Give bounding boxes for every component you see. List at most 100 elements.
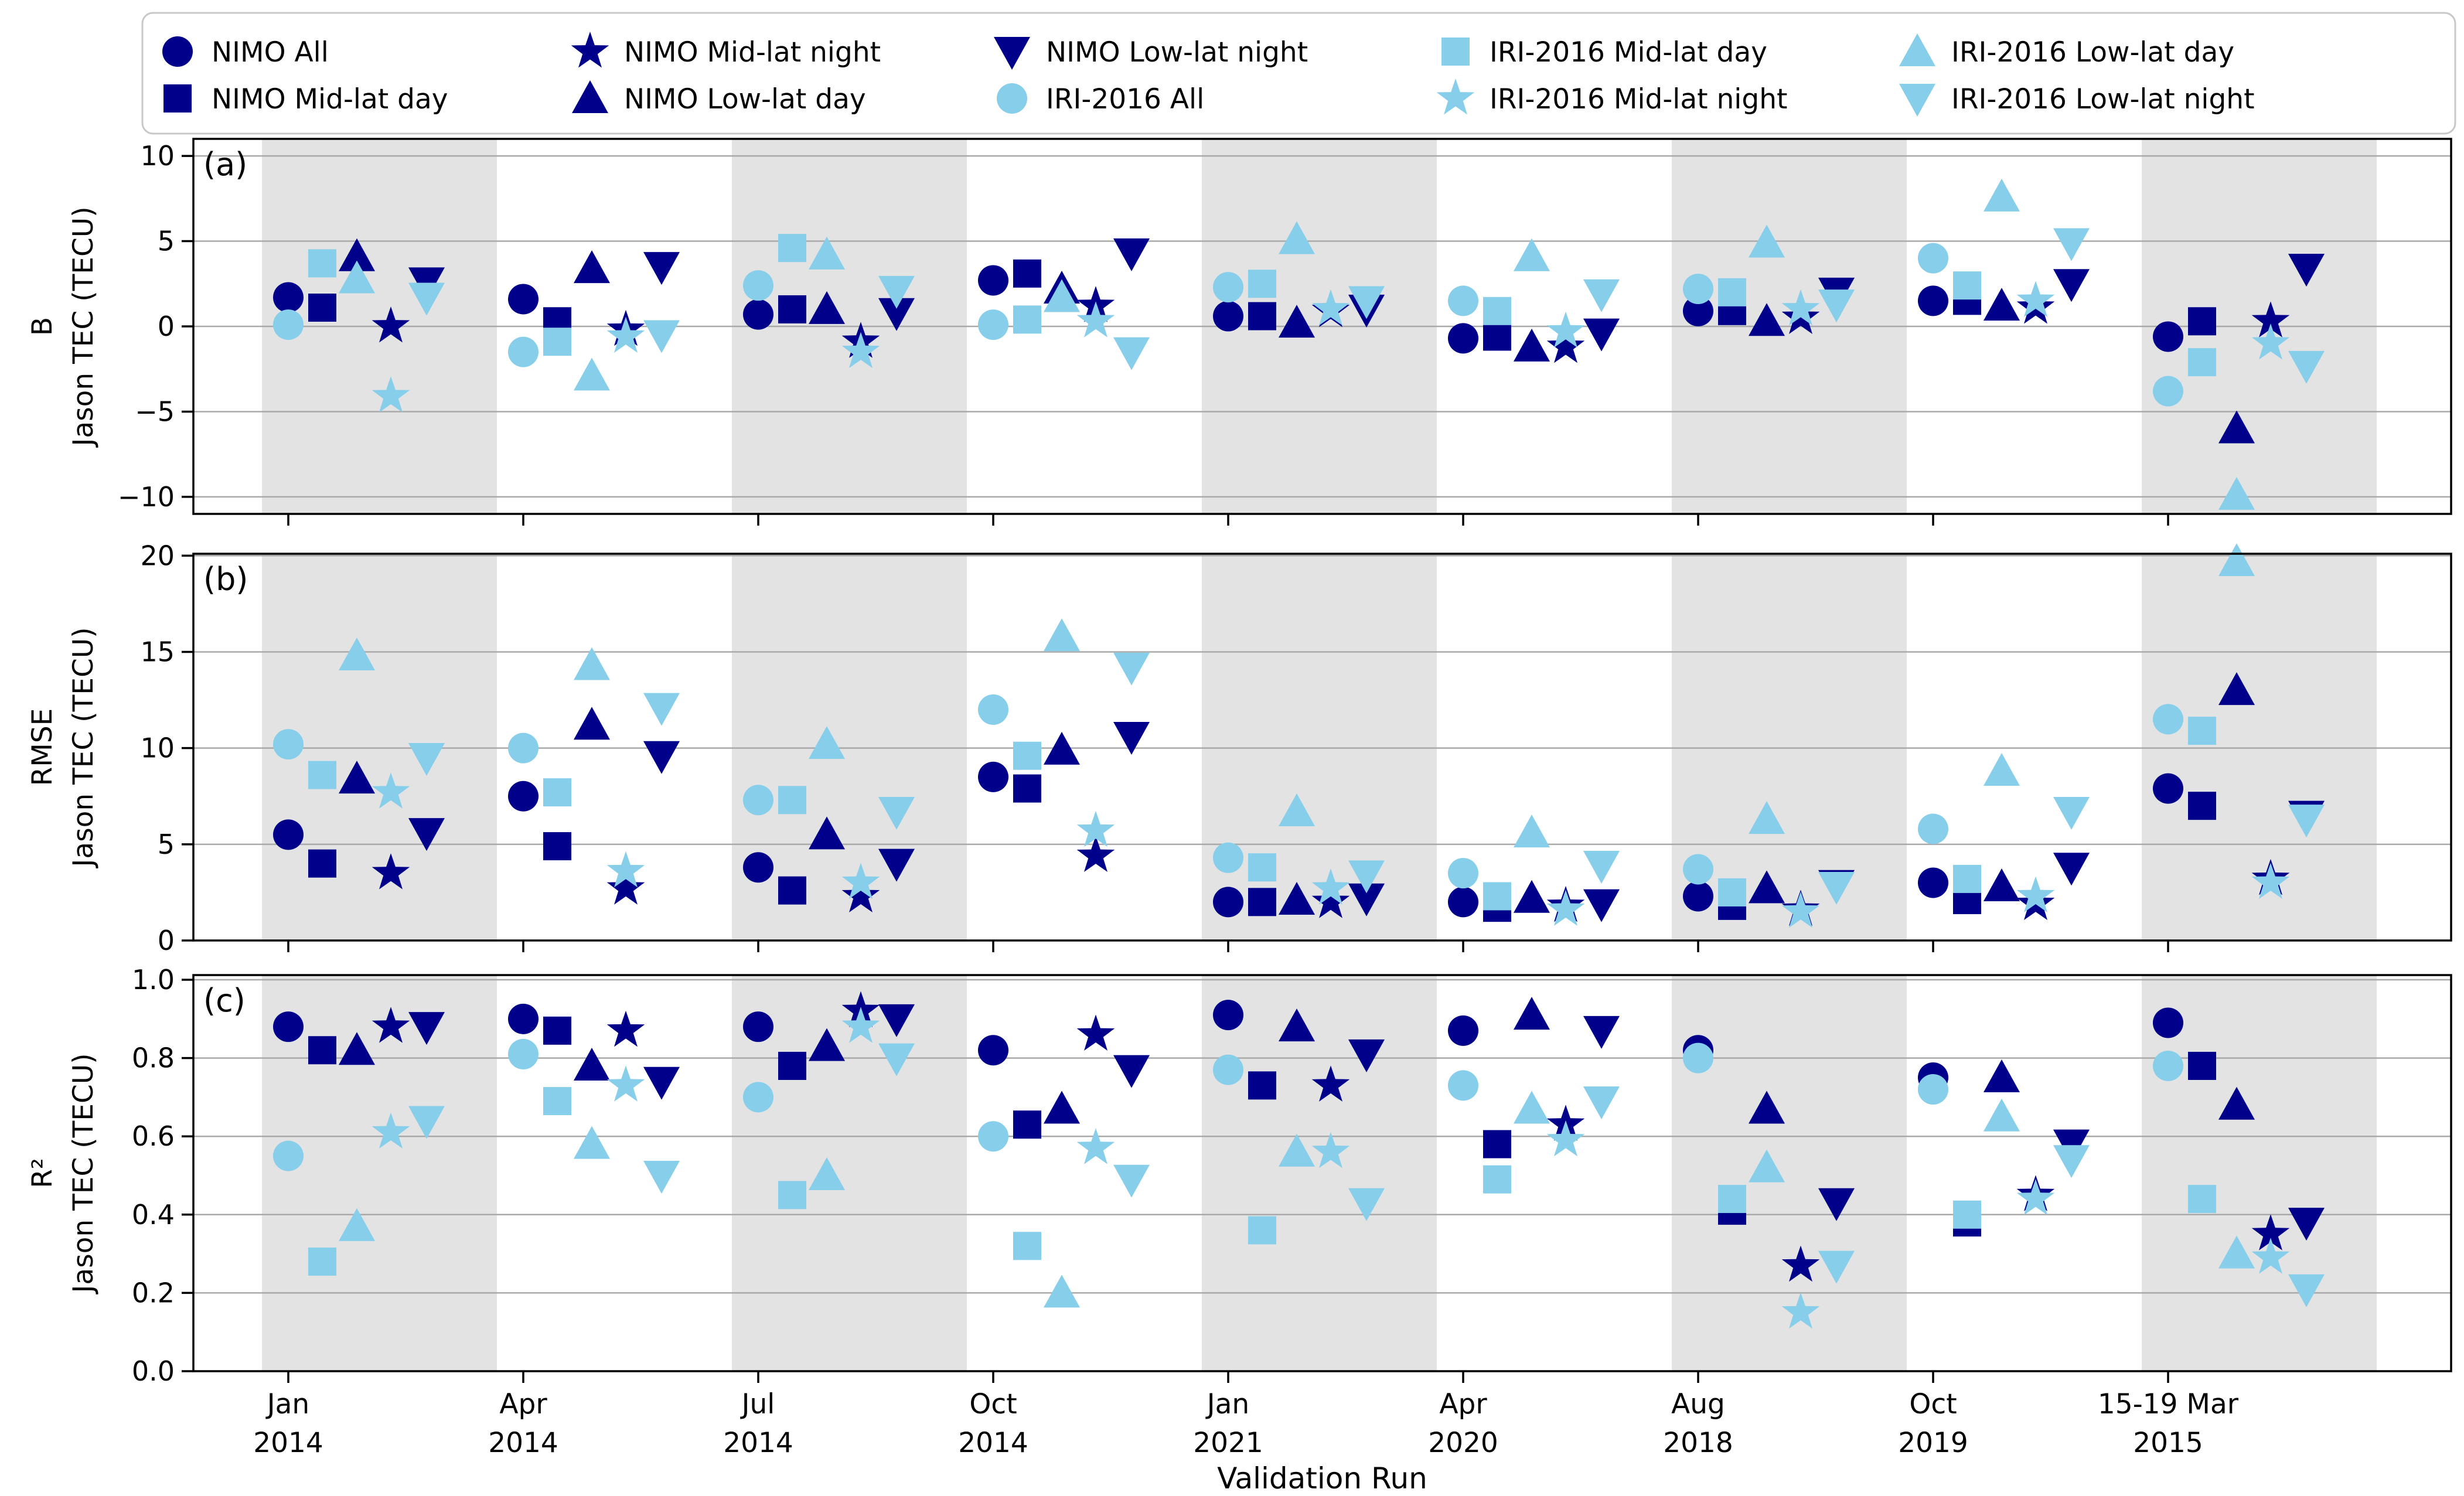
y-axis-label-line2: Jason TEC (TECU)	[67, 206, 100, 448]
data-point	[1514, 815, 1550, 848]
star-icon	[571, 32, 609, 68]
data-point	[339, 1208, 375, 1241]
data-point	[643, 741, 680, 774]
x-tick-label-year: 2018	[1663, 1427, 1733, 1459]
data-point	[1749, 224, 1785, 258]
data-point	[543, 778, 571, 807]
data-point	[2288, 805, 2325, 838]
data-point	[1749, 303, 1785, 336]
data-point	[1483, 1165, 1511, 1194]
series-iri-2016-low-lat-night	[408, 228, 2325, 384]
data-point	[643, 693, 680, 726]
y-tick-label: 10	[140, 732, 175, 764]
legend-label: NIMO Mid-lat night	[624, 36, 881, 69]
data-point	[1013, 741, 1041, 770]
data-point	[1348, 860, 1385, 894]
data-point	[372, 376, 410, 413]
data-point	[1953, 864, 1981, 893]
x-tick-label-year: 2021	[1193, 1427, 1263, 1459]
data-point	[2188, 1185, 2216, 1214]
data-point	[2053, 797, 2090, 830]
shaded-band	[2142, 975, 2377, 1371]
data-point	[339, 761, 375, 794]
data-point	[1781, 289, 1820, 326]
x-tick-label-month: Jan	[265, 1388, 309, 1420]
data-point	[1514, 1091, 1550, 1124]
data-point	[606, 1010, 645, 1047]
shaded-band	[262, 975, 497, 1371]
legend-item-nimo-all: NIMO All	[162, 36, 329, 69]
series-iri-2016-mid-lat-day	[308, 234, 2216, 377]
y-tick-label: 10	[140, 140, 175, 172]
data-point	[1348, 1039, 1385, 1072]
data-point	[1483, 882, 1511, 911]
data-point	[606, 316, 645, 353]
data-point	[273, 819, 304, 850]
data-point	[2251, 1238, 2290, 1274]
x-tick-label-month: Oct	[969, 1388, 1017, 1420]
data-point	[1044, 1091, 1080, 1124]
data-point	[1248, 888, 1276, 916]
data-point	[2153, 1050, 2183, 1081]
series-nimo-all	[273, 265, 2183, 354]
data-point	[408, 1106, 445, 1139]
data-point	[2053, 269, 2090, 302]
series-iri-2016-low-lat-night	[408, 652, 2325, 905]
data-point	[2188, 348, 2216, 377]
data-point	[978, 761, 1008, 792]
legend-item-iri-2016-low-lat-day: IRI-2016 Low-lat day	[1899, 33, 2234, 69]
data-point	[308, 1247, 336, 1276]
data-point	[841, 876, 880, 912]
data-point	[1984, 753, 2020, 786]
data-point	[2288, 350, 2325, 384]
data-point	[339, 638, 375, 671]
data-point	[743, 852, 773, 883]
data-point	[574, 1126, 610, 1159]
x-tick-label-year: 2014	[253, 1427, 323, 1459]
data-point	[1546, 311, 1585, 348]
data-point	[1583, 1015, 1620, 1049]
data-point	[1918, 243, 1948, 274]
data-point	[339, 238, 375, 271]
data-point	[1013, 1110, 1041, 1139]
y-tick-label: 5	[158, 829, 175, 860]
data-point	[1113, 721, 1150, 755]
data-point	[2053, 228, 2090, 261]
y-tick-label: −5	[135, 396, 175, 427]
series-nimo-all	[273, 761, 2183, 918]
shaded-band	[1672, 554, 1907, 940]
data-point	[1683, 274, 1713, 304]
data-point	[308, 1036, 336, 1065]
data-point	[643, 252, 680, 285]
data-point	[1984, 868, 2020, 902]
data-point	[2288, 1274, 2325, 1307]
data-point	[1044, 731, 1080, 765]
data-point	[1448, 887, 1478, 918]
data-point	[809, 1028, 845, 1061]
data-point	[1076, 836, 1115, 872]
series-iri-2016-low-lat-night	[408, 1043, 2325, 1307]
data-point	[1279, 1133, 1315, 1167]
data-point	[809, 291, 845, 324]
data-point	[2153, 376, 2183, 407]
data-point	[1279, 1008, 1315, 1042]
legend-item-nimo-low-lat-night: NIMO Low-lat night	[994, 36, 1308, 70]
y-tick-label: 0	[158, 311, 175, 342]
panel-letter: (c)	[203, 982, 246, 1019]
data-point	[273, 1140, 304, 1171]
legend-item-nimo-mid-lat-night: NIMO Mid-lat night	[571, 32, 881, 69]
tridown-icon	[1899, 84, 1935, 117]
data-point	[2218, 477, 2255, 510]
data-point	[1749, 1149, 1785, 1183]
shaded-band	[732, 554, 967, 940]
data-point	[2153, 321, 2183, 352]
y-axis-label-line1: B	[26, 317, 59, 336]
data-point	[1248, 270, 1276, 298]
data-point	[1348, 1188, 1385, 1221]
legend-label: IRI-2016 All	[1046, 83, 1204, 115]
data-point	[878, 298, 915, 331]
data-point	[809, 726, 845, 759]
series-iri-2016-all	[273, 694, 2183, 889]
data-point	[2053, 1145, 2090, 1178]
